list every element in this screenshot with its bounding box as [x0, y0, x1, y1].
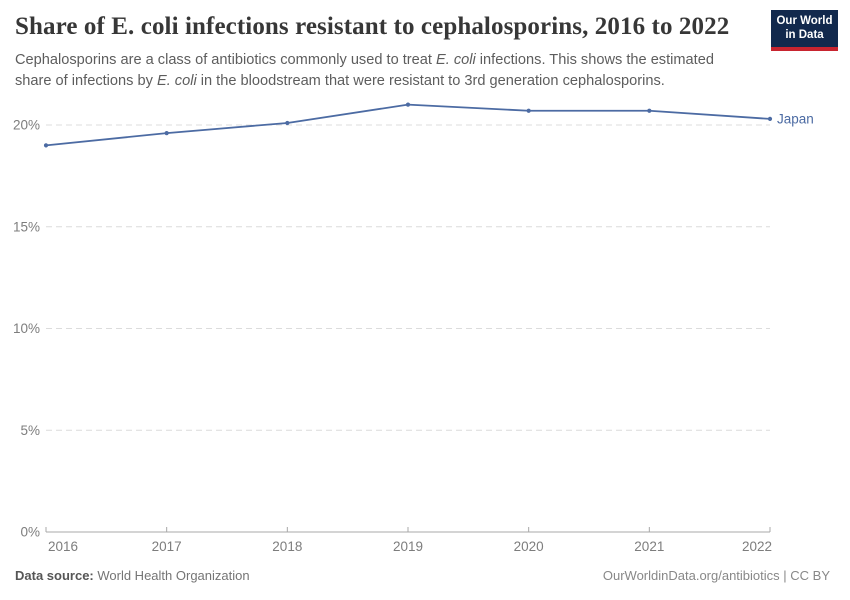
chart-footer: Data source: World Health Organization O…: [15, 568, 830, 583]
owid-logo-text: Our World in Data: [771, 10, 838, 47]
data-source-label: Data source:: [15, 568, 94, 583]
data-source: Data source: World Health Organization: [15, 568, 250, 583]
y-axis-tick-label: 5%: [20, 423, 40, 438]
owid-logo-line1: Our World: [776, 15, 833, 27]
y-axis-tick-label: 0%: [20, 525, 40, 540]
data-source-value: World Health Organization: [93, 568, 250, 583]
footer-license[interactable]: OurWorldinData.org/antibiotics | CC BY: [602, 568, 830, 583]
owid-logo-line2: in Data: [785, 28, 824, 41]
x-axis-tick-label: 2018: [272, 539, 302, 554]
x-axis-tick-label: 2017: [152, 539, 182, 554]
data-point: [43, 143, 49, 148]
data-point: [285, 120, 290, 126]
series-label: Japan: [777, 111, 814, 126]
subtitle-line: share of infections by E. coli in the bl…: [15, 73, 665, 89]
y-axis-tick-label: 20%: [13, 118, 40, 133]
x-axis-tick-label: 2016: [48, 539, 78, 554]
x-axis-tick-label: 2021: [634, 539, 664, 554]
data-point: [164, 131, 169, 136]
x-axis-tick-label: 2022: [742, 539, 772, 554]
chart-subtitle: Cephalosporins are a class of antibiotic…: [15, 50, 714, 92]
owid-logo[interactable]: Our World in Data: [771, 10, 838, 51]
y-axis-tick-label: 10%: [13, 321, 40, 336]
data-point: [405, 102, 411, 107]
owid-logo-red-bar: [771, 47, 838, 51]
data-point: [767, 116, 773, 121]
chart-title: Share of E. coli infections resistant to…: [15, 13, 730, 40]
data-point: [647, 108, 652, 113]
subtitle-line: Cephalosporins are a class of antibiotic…: [15, 52, 714, 68]
x-axis-tick-label: 2019: [393, 539, 423, 554]
x-axis-tick-label: 2020: [514, 539, 544, 554]
y-axis-tick-label: 15%: [13, 219, 40, 234]
data-point: [526, 108, 531, 113]
